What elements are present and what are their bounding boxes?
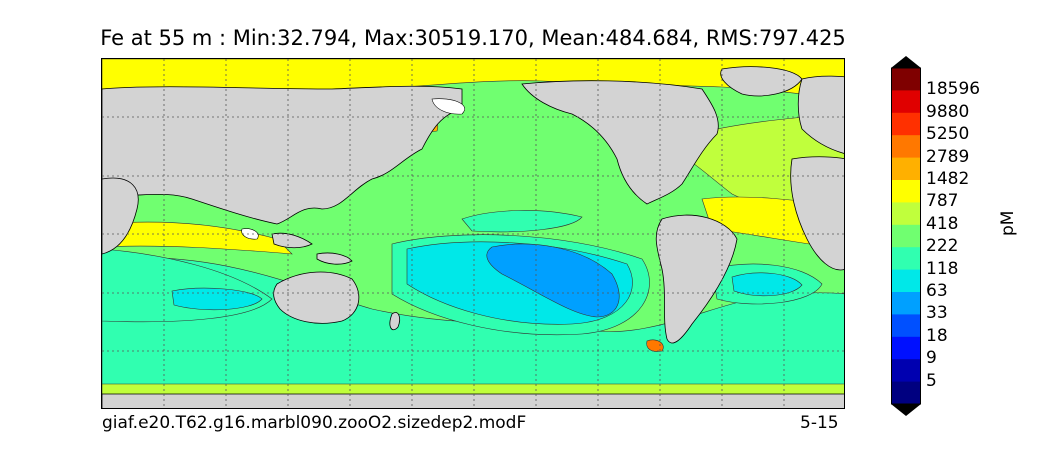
colorbar-tick-label: 18 <box>926 325 948 346</box>
colorbar-tick-label: 9 <box>926 348 937 369</box>
colorbar-units: pM <box>998 210 1018 236</box>
colorbar-segment <box>891 202 921 226</box>
colorbar-segment <box>891 336 921 360</box>
colorbar-tick-label: 1482 <box>926 169 970 189</box>
north-pacific-teal <box>461 210 583 233</box>
colorbar-tick-label: 5 <box>926 370 937 391</box>
colorbar-tick-label: 222 <box>926 236 959 257</box>
south-pacific-blue-core <box>486 243 620 318</box>
colorbar-segment <box>891 269 921 293</box>
colorbar-frame <box>891 67 921 405</box>
colorbar-segment <box>891 90 921 114</box>
colorbar-tick-label: 118 <box>926 258 959 279</box>
fe-concentration-map <box>101 58 845 409</box>
colorbar <box>891 56 921 416</box>
colorbar-segment <box>891 381 921 405</box>
colorbar-segment <box>891 359 921 383</box>
time-range-caption: 5-15 <box>800 413 839 433</box>
colorbar-extend-min <box>891 404 921 416</box>
colorbar-segment <box>891 224 921 248</box>
colorbar-segment <box>891 247 921 271</box>
undefined-region <box>431 98 465 115</box>
indian-ocean-yellow <box>102 221 293 255</box>
colorbar-tick-label: 9880 <box>926 101 970 122</box>
colorbar-segment <box>891 68 921 91</box>
colorbar-segment <box>891 112 921 136</box>
colorbar-tick-label: 63 <box>926 281 948 301</box>
colorbar-segment <box>891 292 921 315</box>
colorbar-tick-label: 5250 <box>926 124 970 145</box>
colorbar-extend-max <box>891 56 921 68</box>
colorbar-tick-label: 2789 <box>926 146 970 167</box>
colorbar-segment <box>891 157 921 181</box>
plot-title: Fe at 55 m : Min:32.794, Max:30519.170, … <box>100 26 846 50</box>
colorbar-segment <box>891 180 921 203</box>
colorbar-segment <box>891 314 921 338</box>
colorbar-segments <box>891 56 921 416</box>
colorbar-tick-label: 33 <box>926 303 948 324</box>
colorbar-segment <box>891 135 921 159</box>
indian-ocean-cyan <box>171 287 263 311</box>
model-run-caption: giaf.e20.T62.g16.marbl090.zooO2.sizedep2… <box>102 413 527 433</box>
map-canvas <box>102 59 844 408</box>
south-atlantic-cyan <box>731 272 803 297</box>
colorbar-tick-label: 18596 <box>926 79 981 100</box>
colorbar-tick-label: 418 <box>926 213 959 234</box>
colorbar-tick-label: 787 <box>926 191 959 212</box>
map-grid <box>102 59 844 408</box>
land <box>102 66 844 408</box>
